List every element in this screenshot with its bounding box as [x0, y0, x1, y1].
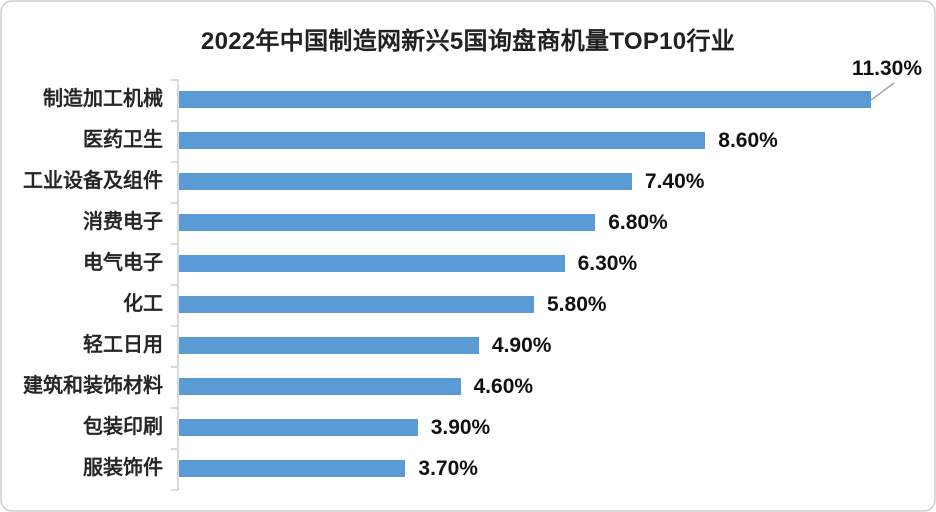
bar: [179, 378, 461, 395]
axis-tick: [171, 284, 178, 286]
bar-row: 包装印刷 3.90%: [2, 407, 934, 448]
callout-value-label: 11.30%: [851, 57, 922, 80]
chart-title-prefix: 2022年中国制造网新兴5国询盘商机量: [200, 28, 610, 55]
bar: [179, 337, 479, 354]
axis-tick: [171, 407, 178, 409]
bar: [179, 214, 596, 231]
category-label: 工业设备及组件: [23, 170, 163, 192]
value-label: 6.80%: [608, 211, 668, 234]
bar: [179, 173, 632, 190]
bar-row: 医药卫生 8.60%: [2, 120, 934, 161]
bar: [179, 91, 871, 108]
value-label: 4.60%: [473, 375, 534, 398]
value-label: 4.90%: [491, 334, 552, 357]
category-label: 建筑和装饰材料: [23, 375, 163, 397]
leader-line: [870, 82, 895, 101]
axis-tick: [171, 243, 178, 245]
category-label: 消费电子: [83, 211, 163, 233]
axis-tick: [171, 202, 178, 204]
bar-rows: 制造加工机械医药卫生 8.60% 工业设备及组件 7.40% 消费电子 6.80% 电气电子…: [2, 79, 934, 489]
category-label: 电气电子: [83, 252, 163, 274]
value-label: 6.30%: [577, 252, 638, 275]
bar: [179, 132, 706, 149]
value-label: 3.90%: [430, 416, 491, 439]
axis-tick: [171, 366, 178, 368]
value-label: 8.60%: [718, 129, 778, 152]
bar: [179, 460, 406, 477]
axis-tick: [171, 79, 178, 81]
category-axis-line: [177, 79, 179, 490]
value-label: 3.70%: [418, 457, 478, 480]
category-label: 服装饰件: [83, 457, 163, 479]
value-label: 5.80%: [547, 293, 607, 316]
axis-tick: [171, 448, 178, 450]
bar: [179, 296, 534, 313]
category-label: 轻工日用: [83, 334, 163, 356]
axis-tick: [171, 161, 178, 163]
category-label: 医药卫生: [83, 129, 163, 151]
chart-title: 2022年中国制造网新兴5国询盘商机量TOP10行业: [2, 21, 934, 56]
bar: [179, 255, 565, 272]
axis-tick: [171, 325, 178, 327]
category-label: 制造加工机械: [43, 88, 163, 110]
bar-row: 消费电子 6.80%: [2, 202, 934, 243]
chart-title-suffix: 行业: [686, 28, 736, 55]
bar-row: 建筑和装饰材料 4.60%: [2, 366, 934, 407]
bar-row: 化工 5.80%: [2, 284, 934, 325]
category-label: 包装印刷: [83, 416, 163, 438]
bar-row: 服装饰件 3.70%: [2, 448, 934, 489]
category-label: 化工: [123, 293, 163, 315]
value-label: 7.40%: [644, 170, 705, 193]
bar-row: 制造加工机械: [2, 79, 934, 120]
bar: [179, 419, 418, 436]
axis-tick: [171, 489, 178, 491]
chart-title-strong: TOP10: [609, 28, 687, 55]
bar-row: 轻工日用 4.90%: [2, 325, 934, 366]
bar-row: 工业设备及组件 7.40%: [2, 161, 934, 202]
axis-tick: [171, 120, 178, 122]
bar-row: 电气电子 6.30%: [2, 243, 934, 284]
